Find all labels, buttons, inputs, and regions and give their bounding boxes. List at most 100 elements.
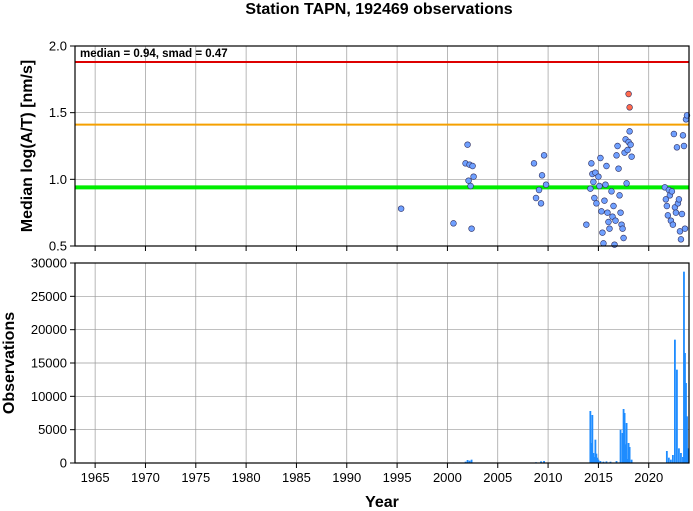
observation-bar: [671, 455, 674, 463]
median-point: [627, 141, 634, 148]
median-point: [663, 202, 671, 210]
median-point: [588, 160, 595, 167]
observations-y-tick-label: 20000: [31, 322, 67, 337]
observation-bar: [596, 457, 599, 463]
median-point: [616, 192, 623, 199]
median-point: [681, 225, 689, 232]
x-tick-label: 1965: [81, 470, 110, 485]
x-tick-label: 1975: [181, 470, 210, 485]
median-point: [680, 142, 688, 150]
observations-y-tick-label: 5000: [38, 422, 67, 437]
median-point: [464, 141, 471, 148]
observation-bar: [687, 448, 689, 463]
median-point: [605, 218, 612, 226]
observation-bar: [624, 444, 627, 463]
median-y-tick-label: 1.0: [49, 172, 67, 187]
observation-bar: [676, 369, 678, 463]
median-point: [672, 209, 680, 216]
median-point: [600, 240, 607, 247]
median-point: [602, 181, 609, 188]
x-tick-label: 2020: [634, 470, 663, 485]
chart-title: Station TAPN, 192469 observations: [245, 1, 512, 18]
x-tick-label: 1980: [232, 470, 261, 485]
observation-bar: [619, 429, 622, 463]
median-point: [675, 196, 683, 203]
median-point: [467, 182, 474, 190]
median-point: [613, 152, 620, 159]
median-point: [583, 221, 590, 228]
median-point: [626, 104, 633, 111]
observation-bar: [667, 457, 670, 463]
median-point: [470, 173, 477, 180]
observations-y-tick-label: 0: [60, 456, 67, 471]
median-point: [530, 160, 538, 167]
median-point: [619, 225, 626, 232]
observations-panel-frame: [74, 262, 690, 464]
median-smad-annotation: median = 0.94, smad = 0.47: [80, 48, 228, 60]
observation-bar: [595, 453, 598, 463]
median-point: [678, 210, 686, 218]
x-axis-label: Year: [365, 494, 399, 511]
median-point: [593, 200, 600, 207]
median-point: [591, 194, 598, 202]
median-point: [606, 225, 613, 232]
observations-y-axis-label: Observations: [1, 312, 18, 414]
median-point: [664, 212, 672, 219]
observation-bar: [686, 416, 688, 463]
observation-bar: [593, 457, 596, 463]
observation-bar: [669, 459, 672, 463]
observation-bar: [665, 451, 668, 463]
median-point: [617, 209, 624, 216]
observation-bar: [625, 423, 628, 463]
x-tick-label: 1985: [282, 470, 311, 485]
median-point: [537, 200, 545, 207]
observation-bar: [597, 459, 600, 463]
median-point: [625, 90, 632, 98]
median-point: [596, 182, 603, 190]
observation-bar: [543, 461, 545, 463]
observation-bar: [464, 461, 467, 463]
observation-bar: [591, 415, 594, 463]
median-point: [450, 220, 457, 227]
median-point: [469, 162, 476, 170]
observation-bar: [540, 461, 542, 463]
median-point: [624, 146, 631, 154]
median-point: [611, 241, 618, 248]
median-panel: 0.5 1.0 1.5 2.0 Median log(A/T) [nm/s]: [19, 39, 691, 254]
x-tick-label: 2010: [534, 470, 563, 485]
median-point: [626, 128, 633, 135]
observations-y-tick-label: 10000: [31, 389, 67, 404]
median-panel-frame: [74, 45, 690, 247]
observations-y-tick-label: 25000: [31, 289, 67, 304]
x-tick-label: 1990: [332, 470, 361, 485]
median-point: [679, 132, 687, 139]
x-tick-label: 2000: [433, 470, 462, 485]
median-point: [623, 180, 630, 187]
observation-bar: [468, 460, 471, 463]
median-point: [670, 130, 678, 138]
observation-bar: [470, 459, 473, 463]
median-point: [542, 181, 550, 188]
observation-bar: [592, 453, 595, 463]
median-point: [612, 217, 619, 224]
observation-bar: [626, 459, 629, 463]
median-point: [597, 154, 604, 162]
observation-bar: [589, 411, 592, 463]
observation-bar: [685, 383, 687, 463]
median-point: [465, 177, 472, 184]
observation-bar: [590, 443, 593, 463]
observations-y-tick-label: 15000: [31, 356, 67, 371]
observation-bar: [683, 271, 685, 463]
median-y-tick-label: 1.5: [49, 105, 67, 120]
observation-bar: [678, 448, 680, 463]
median-point: [603, 162, 610, 170]
observations-panel: 0 5000 10000 15000 20000 25000 30000 1965 1970 19…: [1, 256, 690, 511]
median-point: [587, 185, 594, 192]
median-point: [601, 197, 608, 204]
observation-bar: [602, 461, 605, 463]
observation-bar: [594, 439, 597, 463]
median-point: [676, 228, 684, 235]
median-point: [535, 186, 543, 194]
observation-bar: [630, 459, 633, 463]
